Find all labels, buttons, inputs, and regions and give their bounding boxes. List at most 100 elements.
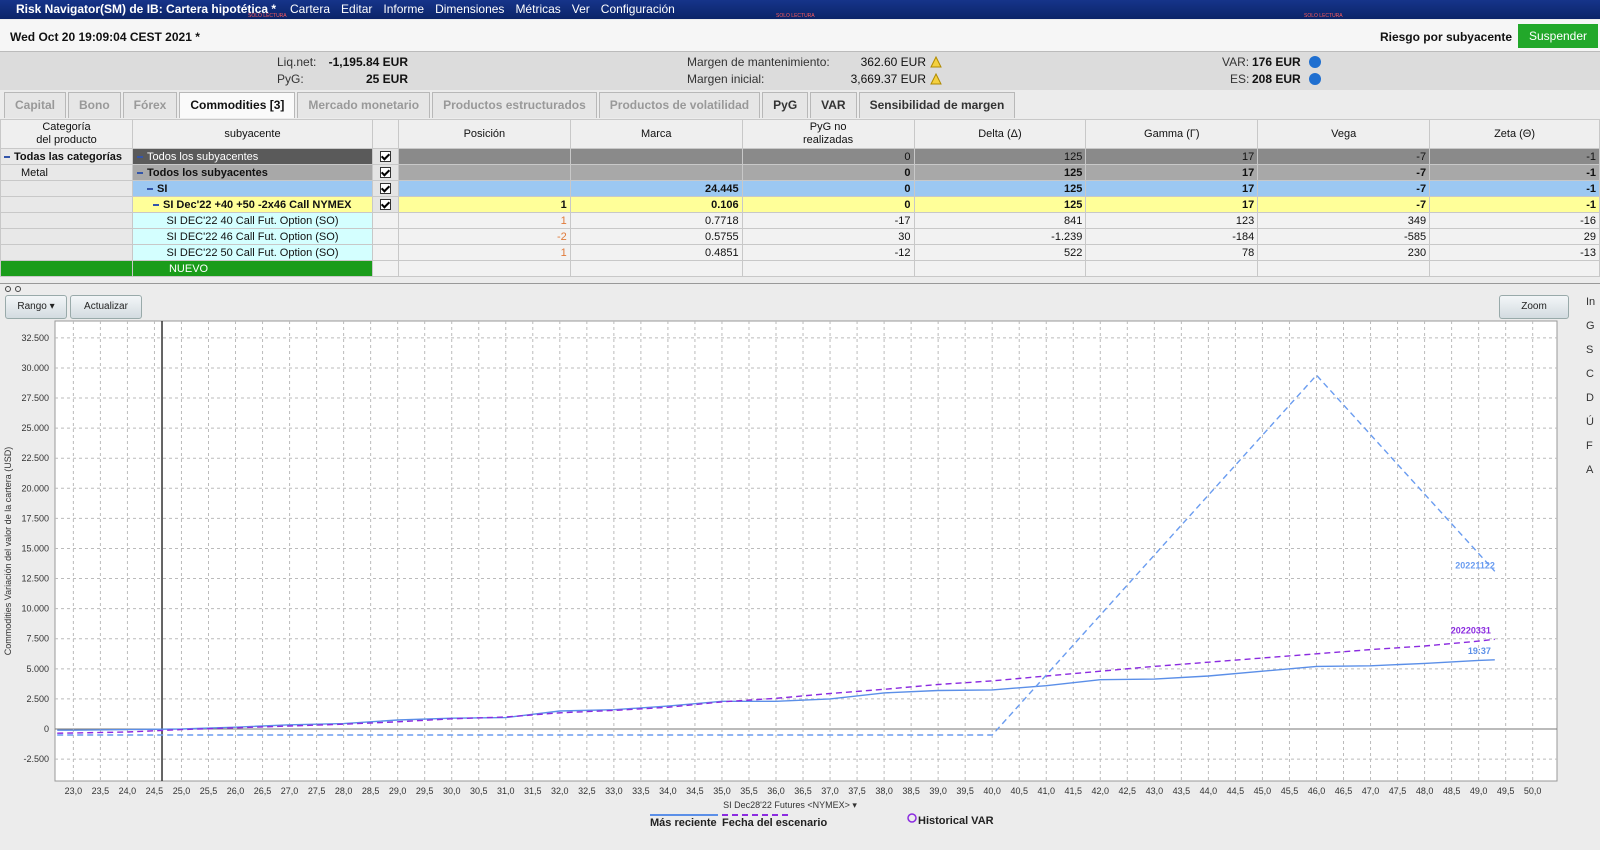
value-cell: -17 bbox=[741, 212, 915, 229]
side-tab[interactable]: D bbox=[1586, 392, 1594, 404]
series-line bbox=[57, 374, 1496, 736]
x-tick-label: 26,5 bbox=[254, 786, 272, 796]
underlying-name: SI DEC'22 50 Call Fut. Option (SO) bbox=[166, 246, 339, 259]
tab[interactable]: Fórex bbox=[122, 92, 178, 118]
expander[interactable] bbox=[136, 171, 143, 174]
cell-value: -7 bbox=[1416, 182, 1427, 195]
header: Wed Oct 20 19:09:04 CEST 2021 * Riesgo p… bbox=[0, 20, 1600, 52]
value-cell: 0 bbox=[741, 164, 915, 181]
checkbox[interactable] bbox=[379, 167, 391, 179]
value-cell: 125 bbox=[913, 148, 1087, 165]
category: Metal bbox=[21, 166, 48, 179]
y-tick-label: 27.500 bbox=[21, 393, 49, 403]
value-cell: -16 bbox=[1429, 212, 1600, 229]
side-tab[interactable]: G bbox=[1586, 320, 1595, 332]
x-tick-label: 24,0 bbox=[119, 786, 137, 796]
x-tick-label: 49,5 bbox=[1497, 786, 1515, 796]
tab[interactable]: PyG bbox=[762, 92, 809, 118]
summary-value: 208 EUR bbox=[1252, 72, 1301, 86]
expander[interactable] bbox=[146, 187, 153, 190]
cell-value: 17 bbox=[1241, 166, 1255, 179]
value-cell bbox=[1429, 260, 1600, 277]
menu-item[interactable]: Editar bbox=[341, 2, 373, 16]
menu-item[interactable]: Configuración bbox=[600, 2, 675, 16]
series-line bbox=[57, 659, 1495, 731]
value-cell: 125 bbox=[913, 164, 1087, 181]
position-table: Categoría del producto subyacente Posición… bbox=[0, 119, 1600, 277]
side-tab[interactable]: A bbox=[1586, 464, 1594, 476]
value-cell: 1 bbox=[397, 212, 571, 229]
tab[interactable]: Sensibilidad de margen bbox=[858, 92, 1016, 118]
side-tab[interactable]: S bbox=[1586, 344, 1594, 356]
menu-item[interactable]: Informe bbox=[383, 2, 425, 16]
cell-value: 230 bbox=[1407, 246, 1427, 259]
cell-value: -1 bbox=[1586, 166, 1596, 179]
cell-value: 0 bbox=[904, 198, 911, 211]
handle[interactable] bbox=[15, 286, 21, 292]
suspend-button[interactable]: Suspender bbox=[1518, 24, 1598, 48]
x-tick-label: 44,0 bbox=[1200, 786, 1218, 796]
value-cell: -7 bbox=[1257, 164, 1431, 181]
cell-value: 24.445 bbox=[705, 182, 739, 195]
tab[interactable]: Mercado monetario bbox=[297, 92, 431, 118]
x-tick-label: 30,0 bbox=[443, 786, 461, 796]
tab[interactable]: Commodities [3] bbox=[179, 92, 296, 118]
x-tick-label: 37,0 bbox=[821, 786, 839, 796]
value-cell: -2 bbox=[397, 228, 571, 245]
value-cell: 0 bbox=[741, 196, 915, 213]
menu-item[interactable]: Métricas bbox=[515, 2, 561, 16]
x-tick-label: 25,5 bbox=[200, 786, 218, 796]
x-tick-label: 48,0 bbox=[1416, 786, 1434, 796]
x-tick-label: 27,5 bbox=[308, 786, 326, 796]
info-icon[interactable] bbox=[1309, 56, 1321, 68]
cell-value: 123 bbox=[1235, 214, 1255, 227]
info-icon[interactable] bbox=[1309, 73, 1321, 85]
side-tab[interactable]: C bbox=[1586, 368, 1594, 380]
tab[interactable]: Productos estructurados bbox=[432, 92, 597, 118]
x-tick-label: 46,5 bbox=[1335, 786, 1353, 796]
value-cell: 841 bbox=[913, 212, 1087, 229]
value-cell bbox=[1257, 260, 1431, 277]
side-tab[interactable]: In bbox=[1586, 296, 1596, 308]
checkbox[interactable] bbox=[379, 151, 391, 163]
warning-icons bbox=[930, 56, 942, 85]
tab[interactable]: Capital bbox=[4, 92, 67, 118]
expander[interactable] bbox=[136, 155, 143, 158]
menu-item[interactable]: Cartera bbox=[290, 2, 331, 16]
name-cell: Todos los subyacentes bbox=[131, 164, 373, 181]
x-tick-label: 25,0 bbox=[173, 786, 191, 796]
side-tab[interactable]: F bbox=[1586, 440, 1593, 452]
tab[interactable]: Bono bbox=[68, 92, 121, 118]
name-cell: Todos los subyacentes bbox=[131, 148, 373, 165]
category-cell bbox=[0, 180, 133, 197]
series-label: 20221122 bbox=[1455, 560, 1495, 570]
value-cell: 17 bbox=[1085, 196, 1259, 213]
expander[interactable] bbox=[4, 155, 10, 158]
menu-item[interactable]: Ver bbox=[571, 2, 590, 16]
cell-value: 0.4851 bbox=[705, 246, 739, 259]
x-tick-label: 39,0 bbox=[929, 786, 947, 796]
side-tab[interactable]: Ú bbox=[1586, 416, 1594, 428]
cell-value: -585 bbox=[1404, 230, 1427, 243]
splitter[interactable] bbox=[0, 283, 1600, 284]
tab[interactable]: VAR bbox=[810, 92, 857, 118]
underlying-name: NUEVO bbox=[168, 262, 209, 275]
column-header: Categoría del producto bbox=[0, 119, 133, 149]
refresh-button[interactable]: Actualizar bbox=[70, 295, 142, 319]
range-button[interactable]: Rango ▾ bbox=[5, 295, 67, 319]
value-cell: 0.106 bbox=[569, 196, 743, 213]
value-cell: 78 bbox=[1085, 244, 1259, 261]
x-tick-label: 37,5 bbox=[848, 786, 866, 796]
zoom-button[interactable]: Zoom bbox=[1499, 295, 1569, 319]
x-tick-label: 23,5 bbox=[92, 786, 110, 796]
expander[interactable] bbox=[152, 203, 159, 206]
tab[interactable]: Productos de volatilidad bbox=[598, 92, 761, 118]
checkbox[interactable] bbox=[379, 199, 391, 211]
checkbox[interactable] bbox=[379, 183, 391, 195]
category-cell bbox=[0, 196, 133, 213]
menu-item[interactable]: Dimensiones bbox=[435, 2, 505, 16]
cell-value: 0 bbox=[904, 150, 911, 163]
x-tick-label: 50,0 bbox=[1524, 786, 1542, 796]
handle[interactable] bbox=[5, 286, 11, 292]
legend-label: Historical VAR bbox=[918, 815, 994, 827]
